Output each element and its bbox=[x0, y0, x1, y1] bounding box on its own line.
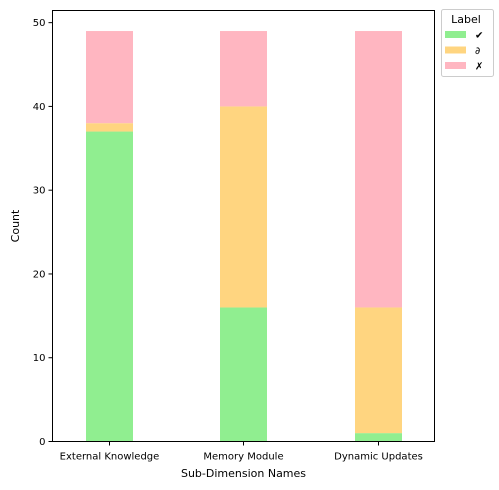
bar-segment bbox=[86, 131, 133, 442]
legend-title: Label bbox=[451, 13, 481, 26]
x-tick-label: External Knowledge bbox=[60, 452, 160, 463]
legend-entry-label: ✔ bbox=[475, 31, 483, 42]
x-axis: External Knowledge Memory Module Dynamic U… bbox=[60, 441, 423, 463]
legend-frame bbox=[441, 9, 494, 77]
bars-layer bbox=[86, 31, 402, 442]
bar-segment bbox=[355, 433, 402, 442]
bar-segment bbox=[86, 123, 133, 132]
bar-segment bbox=[355, 31, 402, 308]
x-axis-label: Sub-Dimension Names bbox=[181, 467, 306, 480]
bar-segment bbox=[86, 31, 133, 124]
y-tick-label: 10 bbox=[33, 353, 46, 364]
bar-segment bbox=[220, 106, 267, 308]
legend-swatch bbox=[445, 31, 466, 38]
legend-entries: ✔ ∂ ✗ bbox=[445, 31, 483, 73]
y-tick-label: 30 bbox=[33, 186, 46, 197]
y-tick-label: 40 bbox=[33, 102, 46, 113]
y-tick-label: 20 bbox=[33, 269, 46, 280]
legend-entry-label: ∂ bbox=[475, 46, 480, 57]
y-tick-label: 0 bbox=[39, 437, 45, 448]
bar-segment bbox=[355, 307, 402, 434]
x-tick-label: Dynamic Updates bbox=[334, 452, 423, 463]
y-tick-label: 50 bbox=[33, 18, 46, 29]
legend-swatch bbox=[445, 46, 466, 54]
legend: Label ✔ ∂ ✗ bbox=[441, 9, 494, 77]
y-axis-label: Count bbox=[9, 209, 22, 242]
bar-segment bbox=[220, 31, 267, 107]
x-tick-label: Memory Module bbox=[203, 452, 283, 463]
legend-swatch bbox=[445, 62, 466, 69]
y-axis: 0 10 20 30 40 50 bbox=[33, 18, 53, 448]
legend-entry-label: ✗ bbox=[475, 62, 483, 73]
bar-segment bbox=[220, 307, 267, 442]
